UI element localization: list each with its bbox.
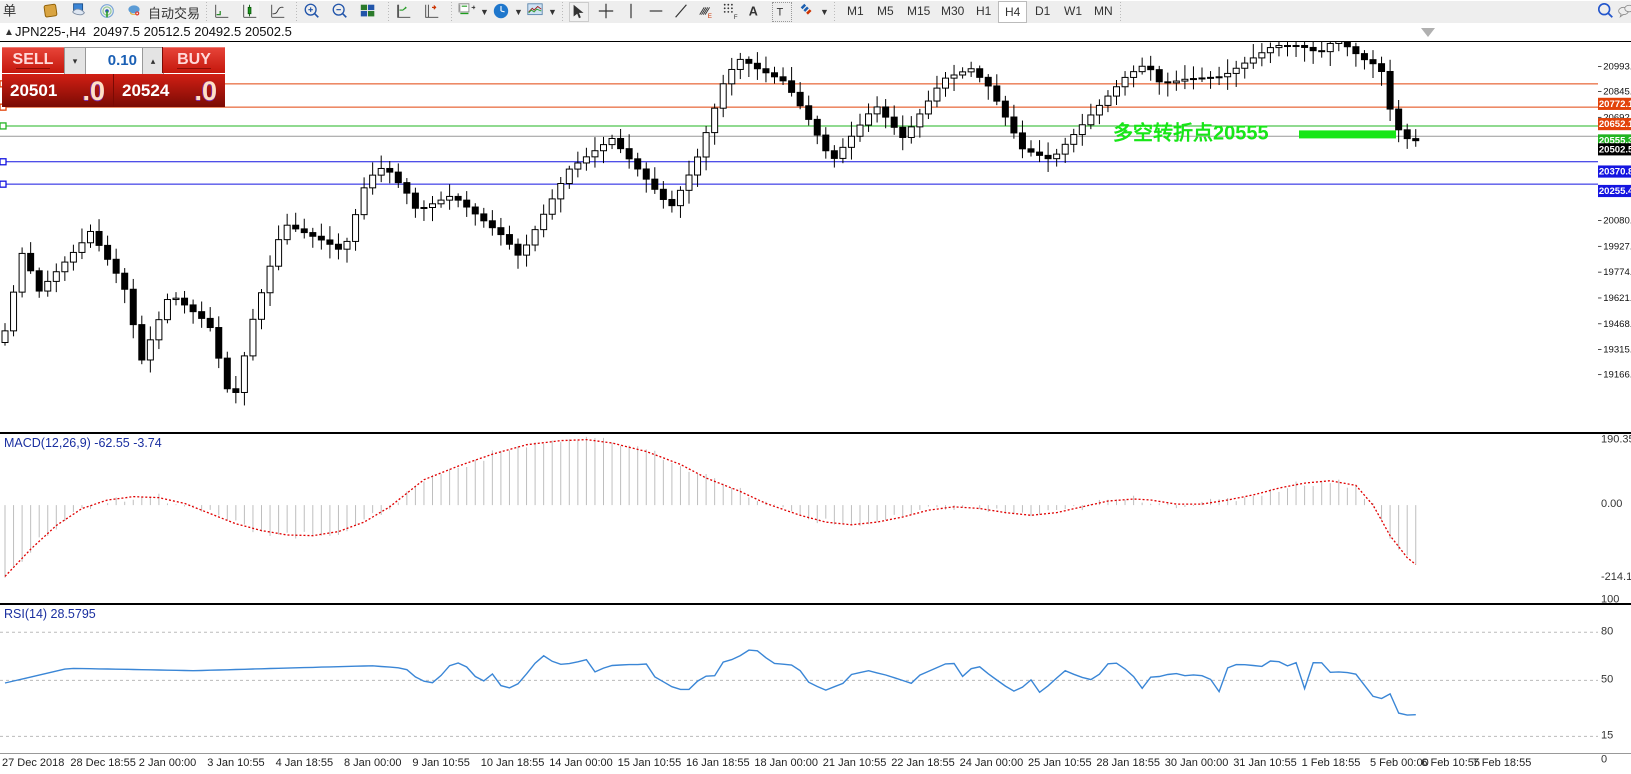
svg-text:21 Jan 10:55: 21 Jan 10:55 (823, 757, 887, 769)
svg-text:7 Feb 18:55: 7 Feb 18:55 (1473, 757, 1532, 769)
svg-text:4 Jan 18:55: 4 Jan 18:55 (276, 757, 334, 769)
svg-text:3 Jan 10:55: 3 Jan 10:55 (207, 757, 265, 769)
svg-text:6 Feb 10:55: 6 Feb 10:55 (1421, 757, 1480, 769)
svg-text:28 Dec 18:55: 28 Dec 18:55 (70, 757, 135, 769)
svg-text:19166.5: 19166.5 (1603, 370, 1631, 381)
svg-text:A: A (749, 5, 758, 19)
svg-text:20502.5: 20502.5 (1599, 144, 1631, 155)
svg-text:1 Feb 18:55: 1 Feb 18:55 (1302, 757, 1361, 769)
svg-text:E: E (708, 13, 712, 20)
svg-text:T: T (777, 7, 784, 19)
svg-text:20845.0: 20845.0 (1603, 87, 1631, 98)
svg-text:28 Jan 18:55: 28 Jan 18:55 (1096, 757, 1160, 769)
svg-text:多空转折点20555: 多空转折点20555 (1113, 120, 1269, 144)
svg-text:25 Jan 10:55: 25 Jan 10:55 (1028, 757, 1092, 769)
svg-text:19468.0: 19468.0 (1603, 319, 1631, 330)
svg-text:27 Dec 2018: 27 Dec 2018 (2, 757, 64, 769)
svg-text:24 Jan 00:00: 24 Jan 00:00 (960, 757, 1024, 769)
svg-text:8 Jan 00:00: 8 Jan 00:00 (344, 757, 402, 769)
svg-text:20255.4: 20255.4 (1599, 186, 1631, 197)
svg-text:9 Jan 10:55: 9 Jan 10:55 (412, 757, 470, 769)
svg-text:22 Jan 18:55: 22 Jan 18:55 (891, 757, 955, 769)
svg-text:31 Jan 10:55: 31 Jan 10:55 (1233, 757, 1297, 769)
svg-text:15 Jan 10:55: 15 Jan 10:55 (618, 757, 682, 769)
svg-text:20993.5: 20993.5 (1603, 62, 1631, 73)
svg-text:单: 单 (3, 4, 17, 19)
svg-text:19315.0: 19315.0 (1603, 345, 1631, 356)
svg-text:F: F (734, 14, 738, 20)
svg-text:20370.8: 20370.8 (1599, 167, 1631, 178)
svg-text:19621.0: 19621.0 (1603, 293, 1631, 304)
svg-text:30 Jan 00:00: 30 Jan 00:00 (1165, 757, 1229, 769)
svg-text:20772.1: 20772.1 (1599, 99, 1631, 110)
svg-text:20080.0: 20080.0 (1603, 216, 1631, 227)
svg-text:14 Jan 00:00: 14 Jan 00:00 (549, 757, 613, 769)
svg-text:18 Jan 00:00: 18 Jan 00:00 (754, 757, 818, 769)
svg-text:10 Jan 18:55: 10 Jan 18:55 (481, 757, 545, 769)
svg-text:20652.1: 20652.1 (1599, 119, 1631, 130)
svg-text:5 Feb 00:00: 5 Feb 00:00 (1370, 757, 1429, 769)
svg-text:19774.0: 19774.0 (1603, 267, 1631, 278)
svg-text:2 Jan 00:00: 2 Jan 00:00 (139, 757, 197, 769)
svg-text:16 Jan 18:55: 16 Jan 18:55 (686, 757, 750, 769)
svg-text:19927.0: 19927.0 (1603, 241, 1631, 252)
